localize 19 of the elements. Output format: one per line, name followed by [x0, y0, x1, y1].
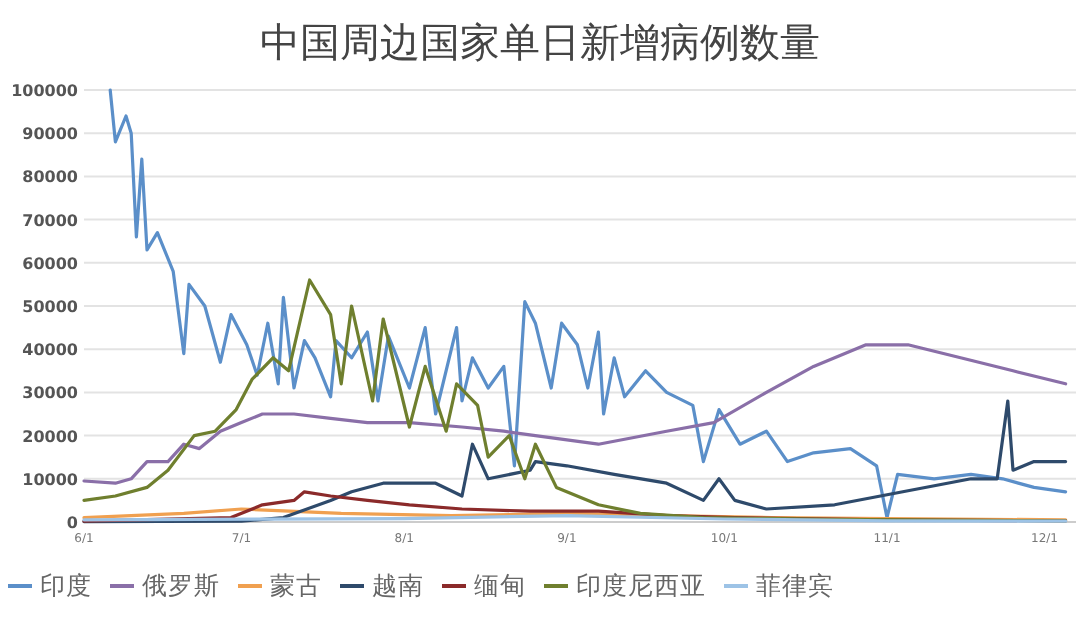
y-tick-label: 50000: [22, 298, 79, 316]
legend-label: 菲律宾: [756, 570, 834, 600]
y-tick-label: 90000: [22, 125, 79, 144]
y-tick-label: 30000: [22, 384, 79, 403]
y-tick-label: 80000: [22, 168, 79, 187]
legend-label: 蒙古: [270, 570, 322, 600]
y-tick-label: 100000: [11, 82, 79, 100]
y-tick-label: 40000: [22, 341, 79, 360]
y-tick-label: 10000: [22, 470, 79, 489]
title: 中国周边国家单日新增病例数量: [260, 18, 820, 66]
legend-label: 印度: [40, 570, 92, 600]
legend-label: 缅甸: [474, 570, 526, 600]
y-tick-label: 0: [66, 514, 79, 532]
legend-label: 俄罗斯: [142, 570, 220, 600]
y-tick-label: 60000: [22, 254, 79, 273]
y-tick-label: 70000: [22, 211, 79, 230]
legend-label: 越南: [372, 570, 424, 600]
y-tick-label: 20000: [22, 427, 79, 446]
legend-label: 印度尼西亚: [576, 570, 706, 600]
